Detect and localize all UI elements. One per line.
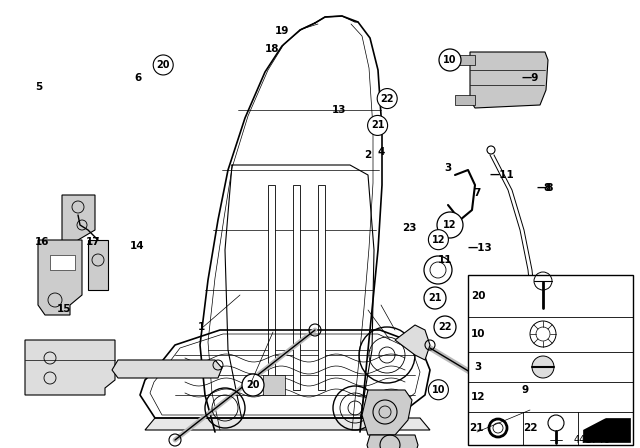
Polygon shape	[583, 418, 606, 430]
Text: 3: 3	[474, 362, 482, 372]
Polygon shape	[362, 390, 412, 435]
Circle shape	[428, 230, 449, 250]
Text: 18: 18	[265, 44, 279, 54]
Text: 12: 12	[431, 235, 445, 245]
Text: 22: 22	[438, 322, 452, 332]
Text: —9: —9	[522, 73, 539, 83]
Polygon shape	[112, 360, 222, 378]
Bar	[468, 275, 633, 445]
Text: 10: 10	[444, 55, 457, 65]
Text: 10: 10	[431, 385, 445, 395]
Text: 1: 1	[198, 322, 205, 332]
Text: 14: 14	[131, 241, 145, 251]
Text: 7: 7	[473, 188, 481, 198]
Circle shape	[367, 116, 388, 135]
Text: 22: 22	[380, 94, 394, 103]
Polygon shape	[470, 52, 548, 108]
Circle shape	[532, 356, 554, 378]
Text: 2: 2	[364, 150, 372, 159]
Text: 6: 6	[134, 73, 141, 83]
Text: 20: 20	[246, 380, 260, 390]
Circle shape	[424, 287, 446, 309]
Circle shape	[428, 380, 449, 400]
Text: 16: 16	[35, 237, 49, 247]
Text: 17: 17	[86, 237, 100, 247]
Polygon shape	[50, 255, 75, 270]
Text: 21: 21	[468, 423, 483, 433]
Circle shape	[437, 212, 463, 238]
Text: 10: 10	[471, 329, 485, 339]
Circle shape	[153, 55, 173, 75]
Text: 441746: 441746	[573, 435, 610, 445]
Text: —11: —11	[490, 170, 515, 180]
Polygon shape	[455, 95, 475, 105]
Polygon shape	[583, 418, 630, 442]
Text: 12: 12	[471, 392, 485, 402]
Text: 21: 21	[428, 293, 442, 303]
Circle shape	[439, 49, 461, 71]
Text: 11: 11	[438, 255, 452, 265]
Text: 20: 20	[471, 291, 485, 301]
Polygon shape	[367, 435, 418, 448]
Circle shape	[548, 415, 564, 431]
Text: 22: 22	[523, 423, 537, 433]
Polygon shape	[395, 325, 430, 360]
Text: 23: 23	[403, 224, 417, 233]
Polygon shape	[88, 240, 108, 290]
Text: 20: 20	[156, 60, 170, 70]
Circle shape	[242, 374, 264, 396]
Text: 4: 4	[377, 147, 385, 157]
Text: 19: 19	[275, 26, 289, 36]
Text: 21: 21	[371, 121, 385, 130]
Text: —13: —13	[468, 243, 492, 253]
Text: 15: 15	[57, 304, 71, 314]
Polygon shape	[38, 240, 82, 315]
Text: 9: 9	[521, 385, 529, 395]
Polygon shape	[293, 185, 300, 390]
Polygon shape	[263, 375, 285, 395]
Text: 13: 13	[332, 105, 346, 115]
Polygon shape	[145, 418, 430, 430]
Polygon shape	[268, 185, 275, 390]
Circle shape	[377, 89, 397, 108]
Polygon shape	[62, 195, 95, 250]
Polygon shape	[25, 340, 115, 395]
Text: 5: 5	[35, 82, 42, 92]
Text: 8: 8	[543, 183, 551, 193]
Polygon shape	[318, 185, 325, 390]
Circle shape	[434, 316, 456, 338]
Text: 12: 12	[444, 220, 457, 230]
Text: —8: —8	[536, 183, 554, 193]
Text: 3: 3	[444, 163, 452, 173]
Polygon shape	[455, 55, 475, 65]
